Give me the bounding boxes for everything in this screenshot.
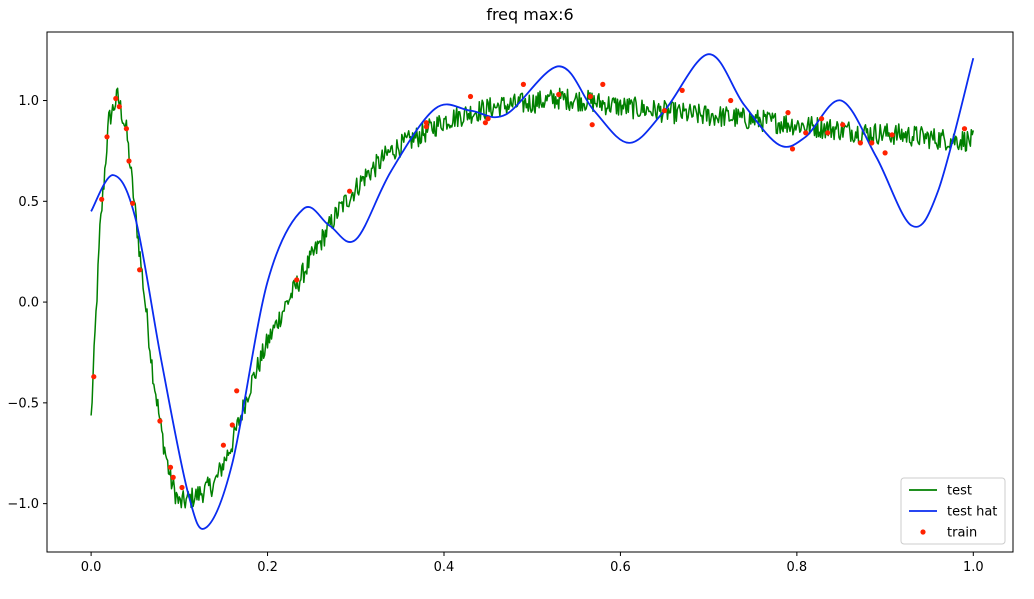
train-point [423, 124, 429, 130]
y-tick-label: −0.5 [7, 396, 39, 411]
legend: test test hat train [900, 477, 1006, 545]
series-layer [90, 53, 975, 530]
train-point [126, 158, 132, 164]
axes-frame [46, 31, 1014, 553]
train-point [179, 484, 185, 491]
train-point [485, 116, 491, 122]
train-point [840, 122, 846, 128]
train-point [347, 188, 353, 194]
train-point [857, 140, 864, 146]
train-point [234, 388, 240, 394]
train-point [679, 87, 685, 93]
y-tick-label: 0.0 [18, 296, 39, 311]
train-point [123, 126, 129, 132]
train-point [116, 104, 122, 110]
train-point [423, 120, 429, 126]
train-point [556, 91, 562, 98]
chart-title: freq max:6 [486, 5, 573, 24]
x-tick-label: 0.2 [257, 560, 278, 575]
train-point [889, 132, 895, 138]
train-point [99, 196, 105, 202]
legend-label: test [947, 484, 972, 499]
series-line-test-hat [90, 53, 975, 530]
train-point [803, 130, 809, 136]
legend-label: test hat [947, 505, 997, 520]
train-point [467, 93, 474, 100]
x-tick-label: 1.0 [963, 560, 984, 575]
x-tick-label: 0.4 [434, 560, 455, 575]
train-point [882, 150, 888, 156]
legend-box [900, 477, 1006, 545]
train-point [589, 122, 595, 128]
train-point [294, 277, 300, 283]
train-point [482, 120, 488, 126]
train-point [229, 422, 235, 428]
x-tick-label: 0.6 [610, 560, 631, 575]
x-tick-label: 0.8 [787, 560, 808, 575]
train-point [600, 81, 606, 87]
x-tick-label: 0.0 [81, 560, 102, 575]
train-point [825, 130, 831, 136]
legend-label: train [947, 526, 977, 541]
train-point [785, 110, 791, 116]
train-point [104, 134, 110, 140]
train-point [157, 418, 163, 424]
y-tick-label: −1.0 [7, 497, 39, 512]
train-point [137, 267, 143, 273]
y-axis: −1.0 −0.5 0.0 0.5 1.0 [7, 94, 47, 512]
train-point [170, 474, 176, 480]
train-point [130, 200, 136, 206]
train-point [869, 140, 875, 146]
train-point [113, 95, 119, 102]
series-line-test [90, 87, 975, 509]
train-point [789, 146, 796, 152]
train-point [728, 97, 734, 104]
train-point [220, 442, 226, 448]
train-point [661, 108, 668, 114]
y-tick-label: 1.0 [18, 94, 39, 109]
train-point [520, 81, 527, 87]
train-point [587, 93, 594, 100]
train-point [91, 374, 97, 380]
legend-swatch [920, 529, 926, 535]
train-point [819, 116, 825, 122]
train-point [167, 464, 174, 470]
x-axis: 0.0 0.2 0.4 0.6 0.8 1.0 [81, 552, 984, 575]
train-point [961, 126, 968, 132]
y-tick-label: 0.5 [18, 195, 39, 210]
